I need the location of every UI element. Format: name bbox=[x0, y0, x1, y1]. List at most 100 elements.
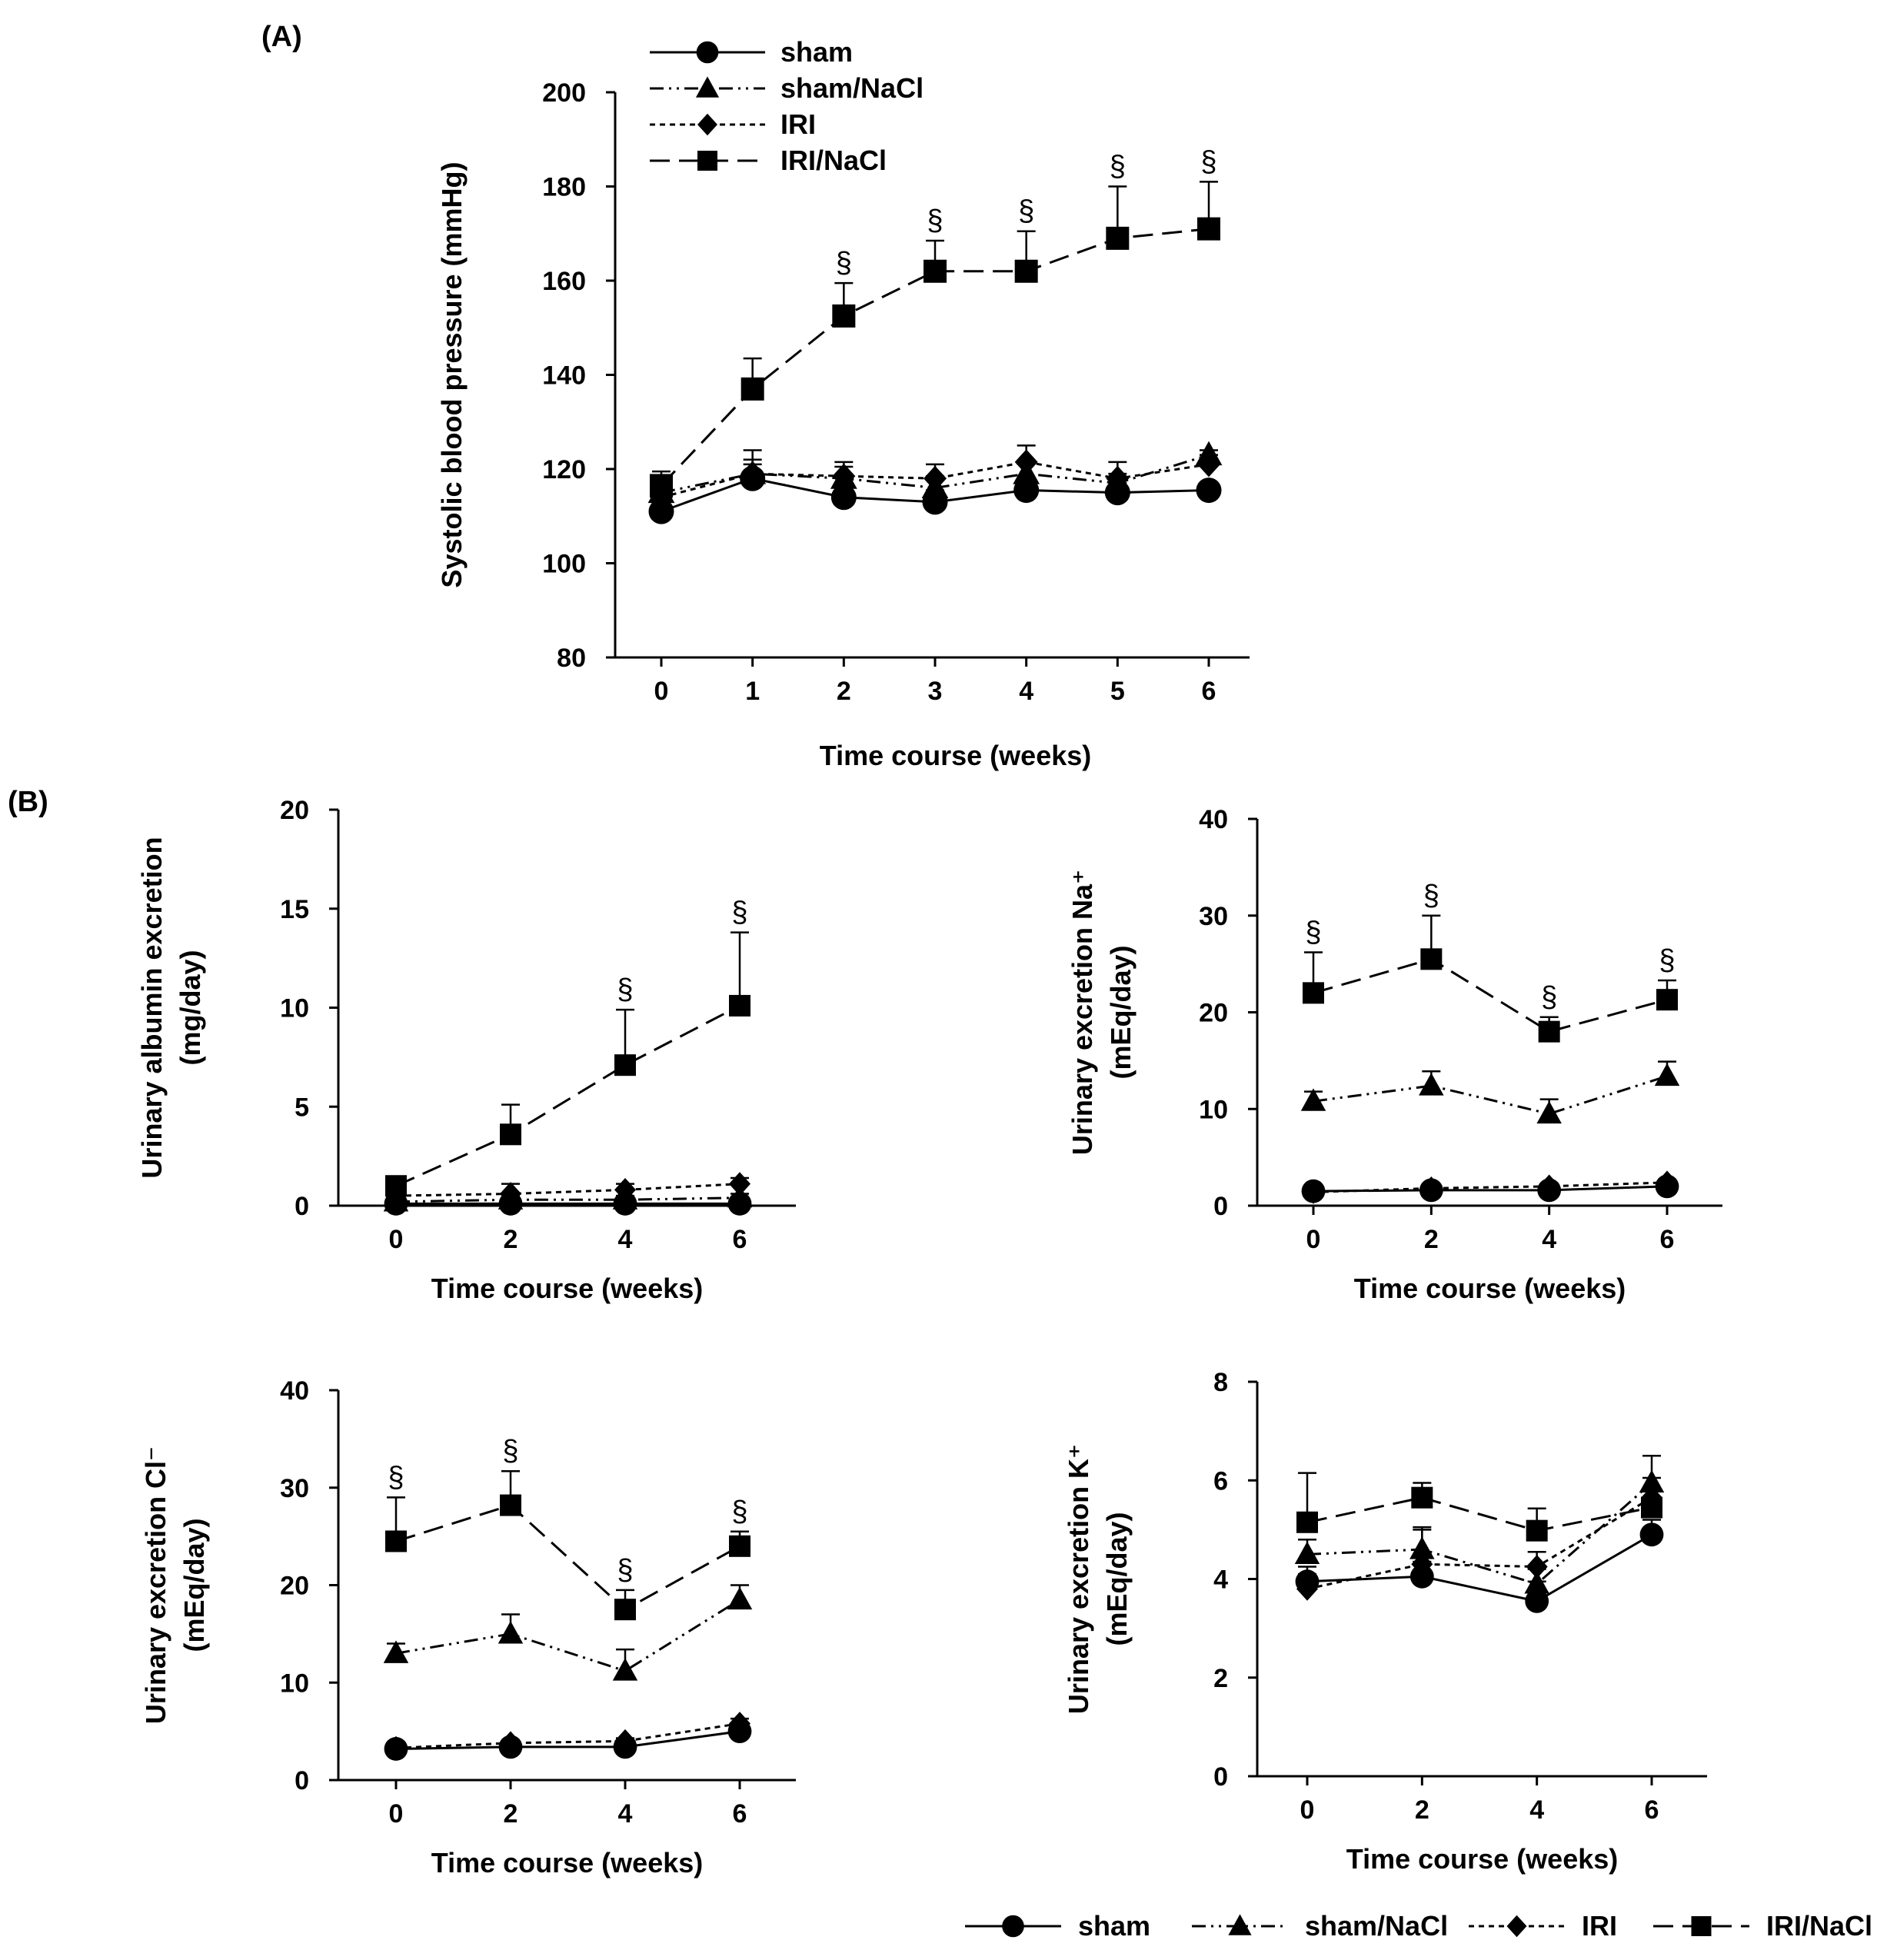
legend-marker bbox=[697, 113, 717, 136]
y-tick-label: 20 bbox=[1199, 999, 1228, 1028]
y-axis-label: (mg/day) bbox=[175, 950, 206, 1065]
significance-marker: § bbox=[731, 1496, 747, 1528]
series-iri bbox=[385, 1172, 750, 1208]
y-tick-label: 30 bbox=[280, 1474, 309, 1503]
data-point bbox=[1106, 465, 1130, 491]
data-point bbox=[650, 474, 673, 497]
x-tick-label: 4 bbox=[1542, 1225, 1556, 1254]
series-sham-nacl bbox=[383, 1184, 753, 1212]
significance-marker: § bbox=[927, 205, 943, 237]
data-point bbox=[614, 1054, 636, 1077]
data-point bbox=[727, 1586, 753, 1610]
series-line bbox=[395, 1196, 740, 1203]
series-iri-nacl bbox=[1296, 1472, 1662, 1542]
data-point bbox=[1411, 1486, 1433, 1509]
data-point bbox=[1296, 1511, 1318, 1533]
legend-entry-sham-nacl: sham/NaCl bbox=[650, 72, 924, 104]
series-iri-nacl bbox=[1303, 914, 1678, 1043]
panel-a-label: (A) bbox=[261, 21, 302, 53]
series-line bbox=[1306, 1533, 1652, 1602]
data-point bbox=[830, 484, 857, 511]
x-tick-label: 2 bbox=[504, 1799, 518, 1829]
series-sham bbox=[384, 1719, 752, 1761]
data-point bbox=[729, 1712, 750, 1735]
data-point bbox=[1419, 1073, 1444, 1096]
series-line bbox=[1306, 1496, 1652, 1590]
data-point bbox=[614, 1729, 636, 1753]
x-tick-label: 2 bbox=[1415, 1795, 1429, 1825]
x-axis-label: Time course (weeks) bbox=[431, 1273, 704, 1304]
data-point bbox=[1536, 1100, 1562, 1124]
legend-marker bbox=[1506, 1915, 1527, 1938]
data-point bbox=[729, 994, 750, 1017]
data-point bbox=[1411, 1552, 1433, 1576]
data-point bbox=[1639, 1522, 1664, 1547]
x-tick-label: 6 bbox=[1645, 1795, 1659, 1825]
y-tick-label: 30 bbox=[1199, 902, 1228, 931]
data-point bbox=[1420, 1176, 1443, 1200]
data-point bbox=[924, 465, 947, 491]
legend-label: IRI/NaCl bbox=[780, 145, 887, 176]
data-point bbox=[1538, 1174, 1560, 1199]
legend-marker bbox=[1002, 1915, 1024, 1938]
x-tick-label: 2 bbox=[504, 1225, 518, 1254]
y-tick-label: 0 bbox=[1213, 1192, 1228, 1221]
series-line bbox=[395, 1183, 740, 1197]
data-point bbox=[1014, 449, 1038, 475]
data-point bbox=[727, 1184, 753, 1208]
data-point bbox=[832, 463, 856, 489]
series-line bbox=[1306, 1482, 1652, 1586]
y-axis-label: (mEq/day) bbox=[1105, 945, 1137, 1079]
x-tick-label: 3 bbox=[928, 677, 943, 706]
data-point bbox=[500, 1182, 521, 1206]
data-point bbox=[1300, 1088, 1326, 1111]
significance-marker: § bbox=[836, 247, 852, 279]
x-axis-label: Time course (weeks) bbox=[1354, 1273, 1626, 1304]
x-tick-label: 0 bbox=[1306, 1225, 1321, 1254]
x-tick-label: 6 bbox=[1202, 677, 1216, 706]
data-point bbox=[614, 1178, 636, 1202]
panel-b-label: (B) bbox=[8, 786, 48, 818]
series-iri bbox=[385, 1712, 750, 1760]
chart-b-sodium: 0 10 20 30 40 0 2 4 6 Time course (weeks) Urinary … bbox=[1067, 805, 1722, 1304]
significance-marker: § bbox=[1305, 917, 1321, 949]
legend-entry-sham: sham bbox=[965, 1910, 1150, 1942]
data-point bbox=[498, 1621, 524, 1644]
legend-marker bbox=[1691, 1916, 1712, 1936]
series-line bbox=[1313, 957, 1668, 1033]
data-point bbox=[385, 1175, 407, 1197]
data-point bbox=[1409, 1564, 1434, 1589]
legend-label: sham/NaCl bbox=[780, 72, 924, 104]
data-point bbox=[1420, 948, 1443, 970]
series-iri bbox=[1296, 1476, 1662, 1601]
data-point bbox=[832, 304, 856, 328]
x-tick-label: 5 bbox=[1110, 677, 1125, 706]
legend-label: IRI/NaCl bbox=[1766, 1910, 1872, 1942]
x-tick-label: 2 bbox=[1424, 1225, 1439, 1254]
data-point bbox=[1296, 1576, 1318, 1601]
data-point bbox=[1656, 1170, 1678, 1195]
data-point bbox=[500, 1494, 521, 1516]
y-tick-label: 6 bbox=[1213, 1466, 1228, 1496]
legend-entry-iri: IRI bbox=[650, 108, 816, 140]
legend-entry-sham-nacl: sham/NaCl bbox=[1192, 1910, 1448, 1942]
y-tick-label: 180 bbox=[542, 173, 586, 202]
x-axis-label: Time course (weeks) bbox=[431, 1847, 704, 1878]
y-tick-label: 2 bbox=[1213, 1664, 1228, 1693]
data-point bbox=[1525, 1589, 1549, 1613]
x-tick-label: 0 bbox=[1300, 1795, 1315, 1825]
data-point bbox=[1197, 217, 1220, 241]
y-axis-label: Urinary albumin excretion bbox=[136, 837, 168, 1178]
significance-marker: § bbox=[1423, 880, 1439, 912]
x-tick-label: 6 bbox=[1660, 1225, 1675, 1254]
y-tick-label: 0 bbox=[295, 1192, 309, 1221]
legend-entry-sham: sham bbox=[650, 36, 853, 68]
y-tick-label: 0 bbox=[295, 1766, 309, 1795]
significance-marker: § bbox=[617, 1554, 633, 1586]
x-tick-label: 6 bbox=[733, 1225, 747, 1254]
data-point bbox=[648, 498, 674, 524]
legend-marker bbox=[1228, 1914, 1252, 1935]
y-tick-label: 160 bbox=[542, 267, 586, 296]
series-line bbox=[395, 1722, 740, 1749]
